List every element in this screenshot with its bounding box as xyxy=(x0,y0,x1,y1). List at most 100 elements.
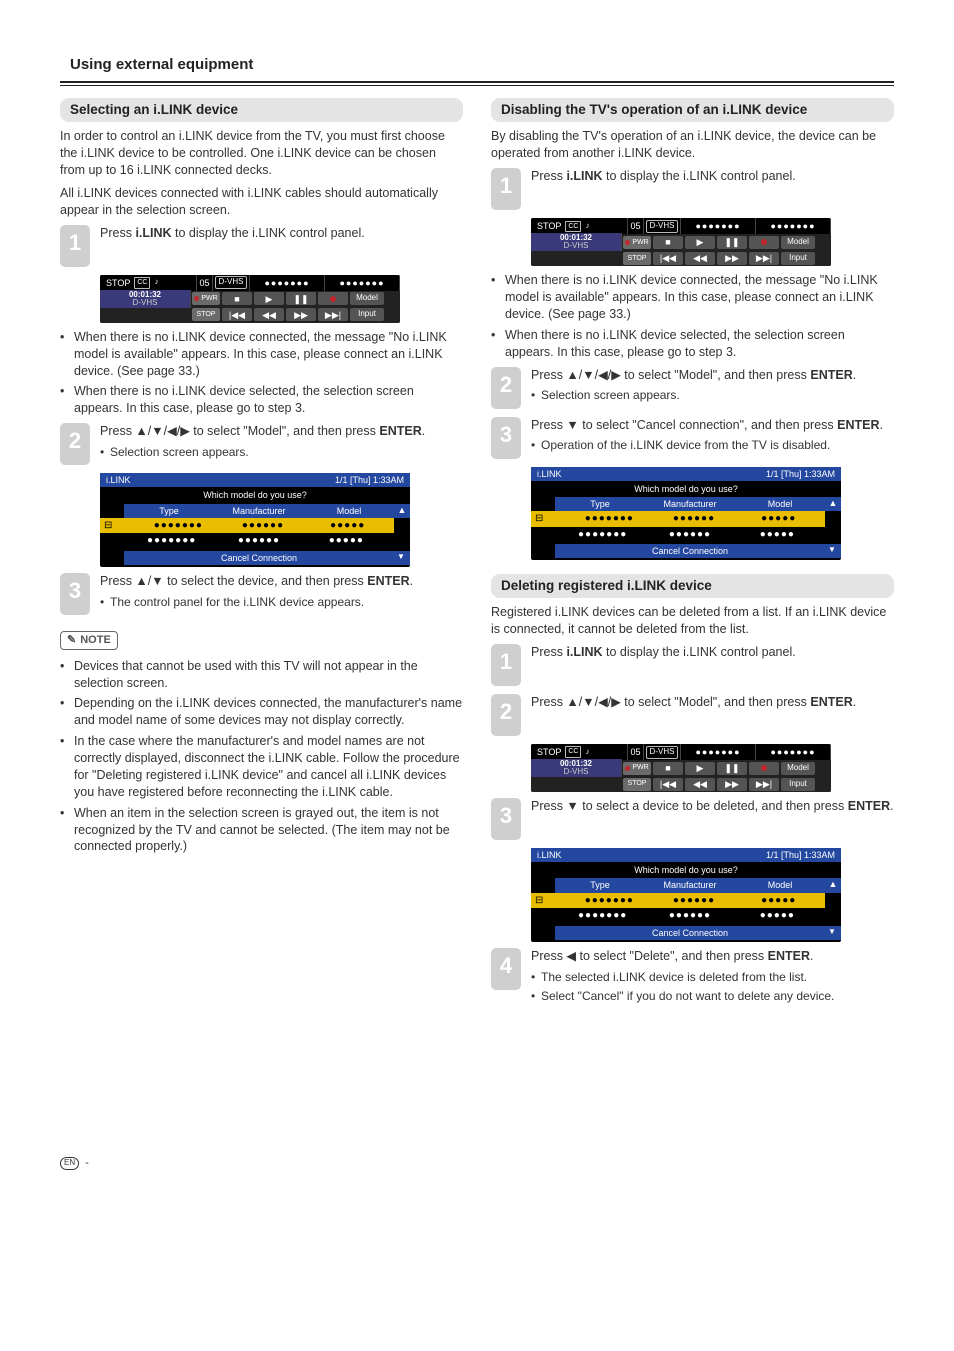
delstep1-t1: Press xyxy=(531,645,566,659)
panel-dots2: ●●●●●●● xyxy=(325,275,400,291)
note3: When an item in the selection screen is … xyxy=(64,805,463,856)
s2-ilink: i.LINK xyxy=(537,468,562,480)
dstep2-t2: . xyxy=(853,368,856,382)
s2-r1c: ●●●●● xyxy=(736,512,821,526)
s2-time: 1/1 [Thu] 1:33AM xyxy=(766,468,835,480)
r1b: ●●●●●● xyxy=(221,519,306,533)
p3-dvhs2: D-VHS xyxy=(564,768,589,776)
dstep3-t1: Press ▼ to select "Cancel connection", a… xyxy=(531,418,837,432)
col-right: Disabling the TV's operation of an i.LIN… xyxy=(491,98,894,1016)
sel-q: Which model do you use? xyxy=(100,487,410,503)
delete-intro: Registered i.LINK devices can be deleted… xyxy=(491,604,894,638)
p3-dvhs: D-VHS xyxy=(646,746,679,759)
s2-r1b: ●●●●●● xyxy=(652,512,737,526)
delstep2-b: ENTER xyxy=(810,695,852,709)
page-title: Using external equipment xyxy=(60,55,894,75)
step3-bold: ENTER xyxy=(367,574,409,588)
panel-dots1: ●●●●●●● xyxy=(250,275,325,291)
sel-manu: Manufacturer xyxy=(214,504,304,518)
d-stepnum-2: 2 xyxy=(491,367,521,409)
del-stepnum-1: 1 xyxy=(491,644,521,686)
delstep2-t1: Press ▲/▼/◀/▶ to select "Model", and the… xyxy=(531,695,810,709)
rule-thick xyxy=(60,81,894,83)
del-stepnum-4: 4 xyxy=(491,948,521,990)
disable-intro: By disabling the TV's operation of an i.… xyxy=(491,128,894,162)
delstep3-t2: . xyxy=(890,799,893,813)
pwr-label: PWR xyxy=(201,294,217,303)
step1-t1: Press xyxy=(100,226,135,240)
s3-q: Which model do you use? xyxy=(531,862,841,878)
sel-model: Model xyxy=(304,504,394,518)
r2a: ●●●●●●● xyxy=(128,534,215,548)
p3-ch: 05 xyxy=(628,744,644,760)
sel-ilink: i.LINK xyxy=(106,474,131,486)
note0: Devices that cannot be used with this TV… xyxy=(64,658,463,692)
s2-cancel: Cancel Connection xyxy=(652,546,728,556)
del-stepnum-3: 3 xyxy=(491,798,521,840)
s3-cancel: Cancel Connection xyxy=(652,928,728,938)
s3-r2b: ●●●●●● xyxy=(646,909,733,923)
footer-en: EN xyxy=(60,1157,79,1170)
note1: Depending on the i.LINK devices connecte… xyxy=(64,695,463,729)
s3-r1c: ●●●●● xyxy=(736,894,821,908)
stepnum-2: 2 xyxy=(60,423,90,465)
d-stepnum-1: 1 xyxy=(491,168,521,210)
heading-disable: Disabling the TV's operation of an i.LIN… xyxy=(491,98,894,122)
step2-sub: Selection screen appears. xyxy=(100,444,463,460)
step1-t2: to display the i.LINK control panel. xyxy=(172,226,365,240)
s2-q: Which model do you use? xyxy=(531,481,841,497)
sel-screen-right2: i.LINK1/1 [Thu] 1:33AM Which model do yo… xyxy=(531,848,841,942)
p2-dvhs: D-VHS xyxy=(646,220,679,233)
s2-r2c: ●●●●● xyxy=(734,528,821,542)
s3-time: 1/1 [Thu] 1:33AM xyxy=(766,849,835,861)
s2-r1a: ●●●●●●● xyxy=(567,512,652,526)
panel-stop: STOP xyxy=(106,277,130,289)
note-tag: ✎NOTE xyxy=(60,631,118,650)
panel-dvhs2: D-VHS xyxy=(133,299,158,307)
p2-d1: ●●●●●●● xyxy=(681,218,756,234)
del-stepnum-2: 2 xyxy=(491,694,521,736)
p2-cc: CC xyxy=(565,221,581,232)
dstep2-t1: Press ▲/▼/◀/▶ to select "Model", and the… xyxy=(531,368,810,382)
p2-ch: 05 xyxy=(628,218,644,234)
dstep3-b: ENTER xyxy=(837,418,879,432)
delstep3-b: ENTER xyxy=(848,799,890,813)
s3-manu: Manufacturer xyxy=(645,878,735,892)
dstep3-t2: . xyxy=(880,418,883,432)
p3-d1: ●●●●●●● xyxy=(681,744,756,760)
dstep2-sub: Selection screen appears. xyxy=(531,387,894,403)
delstep3-t1: Press ▼ to select a device to be deleted… xyxy=(531,799,848,813)
p2-stop2: STOP xyxy=(623,252,651,265)
p3-stop: STOP xyxy=(537,746,561,758)
r2c: ●●●●● xyxy=(303,534,390,548)
r1a: ●●●●●●● xyxy=(136,519,221,533)
s2-model: Model xyxy=(735,497,825,511)
step2-bold: ENTER xyxy=(379,424,421,438)
delstep1-t2: to display the i.LINK control panel. xyxy=(603,645,796,659)
delstep4-sub2: Select "Cancel" if you do not want to de… xyxy=(531,988,894,1004)
s3-r1b: ●●●●●● xyxy=(652,894,737,908)
sel-time: 1/1 [Thu] 1:33AM xyxy=(335,474,404,486)
s3-model: Model xyxy=(735,878,825,892)
heading-select: Selecting an i.LINK device xyxy=(60,98,463,122)
sel-type: Type xyxy=(124,504,214,518)
heading-delete: Deleting registered i.LINK device xyxy=(491,574,894,598)
intro1: In order to control an i.LINK device fro… xyxy=(60,128,463,179)
delstep1-b: i.LINK xyxy=(566,645,602,659)
p3-d2: ●●●●●●● xyxy=(756,744,831,760)
dvhs-icon: D-VHS xyxy=(215,276,248,289)
r1c: ●●●●● xyxy=(305,519,390,533)
panel-bar-left: STOP CC ♪ 05 D-VHS ●●●●●●● ●●●●●●● 00:01… xyxy=(100,275,400,323)
p3-cc: CC xyxy=(565,746,581,757)
sel-screen-right1: i.LINK 1/1 [Thu] 1:33AM Which model do yo… xyxy=(531,467,841,561)
s3-type: Type xyxy=(555,878,645,892)
p3-stop2: STOP xyxy=(623,778,651,791)
dstep1-b: i.LINK xyxy=(566,169,602,183)
panel-bar-right2: STOPCC♪ 05 D-VHS ●●●●●●● ●●●●●●● 00:01:3… xyxy=(531,744,831,792)
s3-r2a: ●●●●●●● xyxy=(559,909,646,923)
panel-input: Input xyxy=(350,308,384,321)
p2-dvhs2: D-VHS xyxy=(564,242,589,250)
dstep1-t2: to display the i.LINK control panel. xyxy=(603,169,796,183)
stepnum-1: 1 xyxy=(60,225,90,267)
r2b: ●●●●●● xyxy=(215,534,302,548)
